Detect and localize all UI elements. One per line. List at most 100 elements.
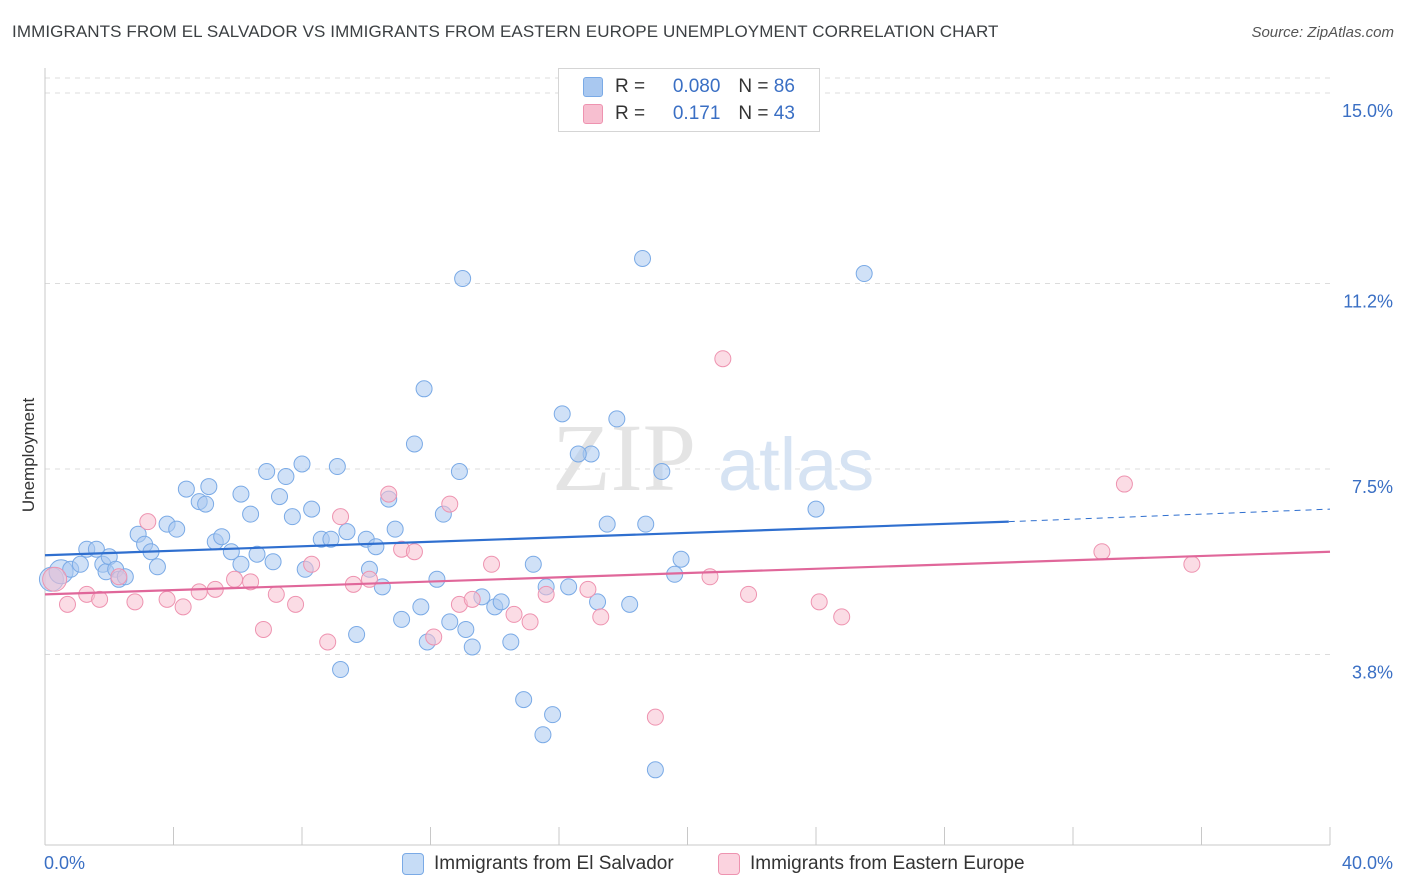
point-el-salvador [502, 633, 520, 651]
watermark-atlas: atlas [718, 423, 874, 506]
point-eastern-europe [126, 593, 144, 611]
point-el-salvador [177, 480, 195, 498]
point-el-salvador [454, 270, 472, 288]
point-eastern-europe [740, 585, 758, 603]
point-el-salvador [293, 455, 311, 473]
series-legend-eastern-europe: Immigrants from Eastern Europe [718, 851, 1025, 877]
point-el-salvador [634, 249, 652, 267]
point-el-salvador [534, 726, 552, 744]
point-el-salvador [71, 555, 89, 573]
point-el-salvador [200, 478, 218, 496]
trend-line-eastern-europe [44, 550, 1331, 596]
point-el-salvador [338, 523, 356, 541]
point-eastern-europe [287, 595, 305, 613]
x-tick-label: 40.0% [1342, 853, 1393, 873]
point-eastern-europe [505, 605, 523, 623]
point-eastern-europe [1093, 543, 1111, 561]
point-el-salvador [569, 445, 587, 463]
point-el-salvador [637, 515, 655, 533]
point-el-salvador [560, 578, 578, 596]
point-el-salvador [271, 488, 289, 506]
point-el-salvador [248, 545, 266, 563]
legend-swatch-eastern-europe [583, 104, 603, 124]
legend-r-label: R = [615, 76, 646, 97]
y-tick-label: 7.5% [1352, 477, 1393, 497]
watermark: ZIP atlas [552, 404, 874, 511]
point-el-salvador [598, 515, 616, 533]
point-eastern-europe [537, 585, 555, 603]
legend-n-label: N = [738, 103, 769, 124]
point-eastern-europe [425, 628, 443, 646]
point-el-salvador [277, 468, 295, 486]
point-el-salvador [450, 463, 468, 481]
point-el-salvador [653, 463, 671, 481]
point-eastern-europe [810, 593, 828, 611]
point-el-salvador [515, 691, 533, 709]
point-eastern-europe [190, 583, 208, 601]
point-el-salvador [463, 638, 481, 656]
series-legend-el-salvador: Immigrants from El Salvador [402, 851, 674, 877]
x-tick-labels: 0.0% 40.0% [44, 853, 1393, 873]
point-el-salvador [524, 555, 542, 573]
point-el-salvador [242, 505, 260, 523]
point-el-salvador [386, 520, 404, 538]
series-swatch-eastern-europe [718, 853, 740, 875]
point-eastern-europe [332, 508, 350, 526]
point-el-salvador [412, 598, 430, 616]
legend-n-value: 86 [773, 76, 795, 97]
point-el-salvador [197, 495, 215, 513]
point-eastern-europe [158, 590, 176, 608]
point-eastern-europe [267, 585, 285, 603]
point-el-salvador [367, 538, 385, 556]
point-eastern-europe [463, 590, 481, 608]
y-tick-labels: 3.8% 7.5% 11.2% 15.0% [1342, 101, 1393, 682]
point-el-salvador [393, 610, 411, 628]
point-el-salvador [232, 485, 250, 503]
trend-line-el-salvador [44, 520, 1009, 557]
point-el-salvador [544, 706, 562, 724]
point-el-salvador [283, 508, 301, 526]
legend-n-label: N = [738, 76, 769, 97]
point-eastern-europe [174, 598, 192, 616]
point-el-salvador [303, 500, 321, 518]
legend-r-value: 0.080 [672, 76, 721, 97]
point-el-salvador [646, 761, 664, 779]
point-el-salvador [608, 410, 626, 428]
point-el-salvador [405, 435, 423, 453]
source-credit: Source: ZipAtlas.com [1251, 24, 1394, 41]
point-el-salvador [807, 500, 825, 518]
point-eastern-europe [405, 543, 423, 561]
y-tick-label: 3.8% [1352, 663, 1393, 683]
point-el-salvador [232, 555, 250, 573]
series-swatch-el-salvador [402, 853, 424, 875]
legend-r-value: 0.171 [672, 103, 721, 124]
point-eastern-europe [483, 555, 501, 573]
legend-row-el-salvador: R = 0.080 N = 86 [559, 74, 795, 100]
point-eastern-europe [110, 568, 128, 586]
point-eastern-europe [360, 570, 378, 588]
point-eastern-europe [226, 570, 244, 588]
trend-lines [44, 508, 1331, 596]
point-eastern-europe [42, 566, 68, 592]
data-points [38, 249, 1201, 779]
y-tick-label: 11.2% [1343, 292, 1393, 312]
point-eastern-europe [380, 485, 398, 503]
legend-row-eastern-europe: R = 0.171 N = 43 [559, 101, 795, 127]
point-eastern-europe [521, 613, 539, 631]
point-eastern-europe [242, 573, 260, 591]
point-eastern-europe [58, 595, 76, 613]
correlation-legend: R = 0.080 N = 86 R = 0.171 N = 43 [558, 68, 820, 132]
point-el-salvador [428, 570, 446, 588]
point-el-salvador [328, 458, 346, 476]
legend-n-value: 43 [773, 103, 795, 124]
point-el-salvador [441, 613, 459, 631]
series-label-eastern-europe: Immigrants from Eastern Europe [750, 853, 1025, 874]
trend-line-el-salvador-extension [1008, 508, 1331, 523]
point-el-salvador [855, 265, 873, 283]
axes [44, 68, 1331, 846]
point-el-salvador [457, 620, 475, 638]
point-el-salvador [553, 405, 571, 423]
point-eastern-europe [441, 495, 459, 513]
point-eastern-europe [592, 608, 610, 626]
